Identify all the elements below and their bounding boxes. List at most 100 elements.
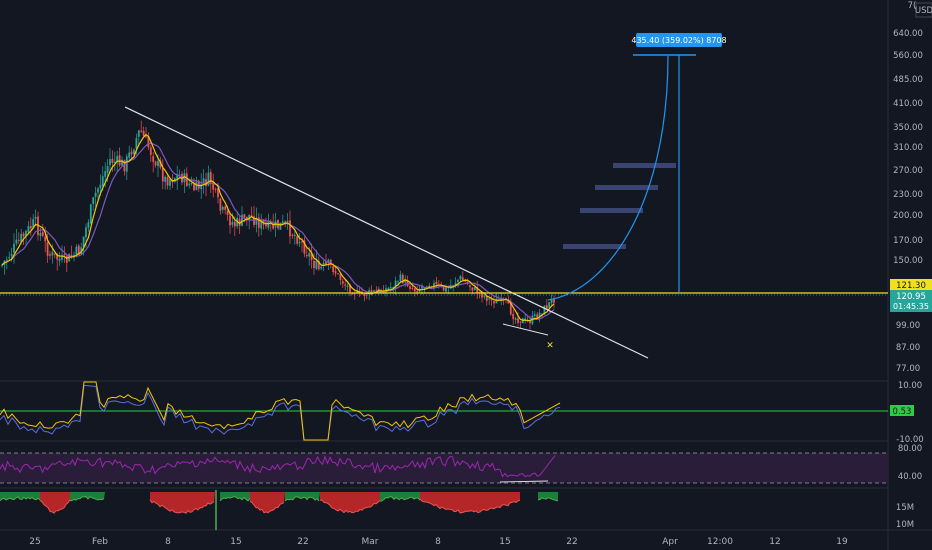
momentum-area-segment (250, 492, 285, 513)
candle-body (397, 281, 399, 283)
candle-body (337, 273, 339, 275)
candle-body (39, 233, 42, 236)
candle-body (313, 260, 315, 269)
candle-body (471, 287, 474, 291)
time-axis-label: 22 (297, 537, 308, 547)
time-axis-label: 22 (566, 537, 577, 547)
candle-body (473, 286, 476, 290)
candle-body (257, 217, 260, 228)
candle-body (109, 159, 111, 165)
candle-body (147, 136, 150, 148)
candle-body (553, 298, 555, 303)
price-axis-label: 200.00 (893, 211, 923, 221)
candle-body (25, 230, 27, 236)
time-axis-label: 15 (230, 537, 241, 547)
candle-body (111, 158, 114, 163)
candle-body (464, 280, 467, 282)
candle-body (17, 239, 20, 241)
momentum-line-segment (379, 496, 401, 502)
price-axis[interactable]: 640.00 560.00 485.00 410.00 350.00 310.00 270.… (893, 29, 923, 374)
vol-axis-lower: 10M (896, 520, 914, 530)
currency-box[interactable] (915, 2, 932, 18)
candle-body (322, 262, 325, 266)
momentum-area-segment (538, 492, 558, 501)
candle-body (416, 291, 419, 293)
candle-body (454, 282, 457, 286)
candle-body (536, 314, 539, 319)
candle-body (5, 259, 8, 261)
time-axis[interactable]: 25 Feb 8 15 22 Mar 8 15 22 Apr 12:00 12 19 (29, 537, 848, 547)
projection-box (613, 163, 676, 168)
candle-body (166, 177, 169, 186)
candle-body (375, 289, 378, 291)
candle-body (485, 296, 488, 301)
rsi-line (0, 455, 556, 478)
candle-body (469, 285, 471, 288)
candle-body (135, 138, 138, 149)
candle-body (217, 188, 219, 198)
momentum-area-segment (40, 492, 70, 514)
candle-body (524, 318, 527, 320)
candle-body (476, 286, 479, 294)
momentum-line-segment (69, 495, 105, 502)
candle-body (44, 236, 47, 242)
candle-body (73, 254, 75, 256)
candle-body (137, 130, 140, 137)
candle-body (61, 255, 63, 260)
support-trendline[interactable] (502, 323, 549, 336)
candle-body (15, 239, 18, 244)
candle-body (296, 236, 299, 244)
candle-body (77, 245, 80, 256)
price-axis-label: 310.00 (893, 143, 923, 153)
oscillator-signal-line (0, 384, 561, 441)
candle-body (310, 252, 313, 261)
candle-body (159, 160, 162, 168)
candle-body (517, 318, 519, 323)
descending-trendline[interactable] (124, 106, 649, 359)
candle-body (190, 182, 193, 184)
candle-body (161, 168, 164, 182)
candle-body (351, 293, 354, 295)
fast-moving-average-line (1, 133, 555, 322)
candle-body (200, 184, 203, 190)
candle-body (197, 180, 200, 189)
candle-body (224, 206, 227, 210)
price-axis-label: 270.00 (893, 166, 923, 176)
candle-body (214, 188, 217, 190)
candle-body (87, 222, 90, 228)
candle-body (363, 293, 366, 296)
candle-body (241, 214, 243, 226)
candle-body (293, 234, 296, 237)
momentum-line-segment (249, 500, 285, 514)
candle-body (65, 256, 68, 263)
candle-body (178, 174, 181, 176)
time-axis-label: Feb (92, 537, 108, 547)
candle-body (229, 215, 231, 226)
candle-body (75, 246, 78, 255)
candle-body (303, 240, 306, 254)
candle-body (445, 287, 447, 292)
candle-body (41, 232, 44, 236)
candle-body (238, 218, 241, 226)
candle-body (543, 305, 546, 315)
candle-body (346, 285, 349, 287)
candle-body (483, 295, 486, 297)
candle-body (349, 284, 351, 293)
candle-body (22, 233, 25, 237)
candle-body (104, 171, 107, 177)
candle-body (411, 287, 414, 289)
candle-body (550, 299, 553, 304)
candle-body (421, 286, 423, 289)
price-axis-label: 560.00 (893, 51, 923, 61)
osc-level-tag (890, 405, 914, 416)
candle-body (20, 233, 23, 242)
candle-body (298, 242, 301, 244)
candle-body (509, 302, 512, 315)
candle-body (116, 156, 119, 162)
candle-body (272, 223, 275, 229)
candle-body (125, 156, 128, 172)
candle-body (512, 313, 515, 319)
candle-body (233, 221, 236, 227)
candle-body (243, 214, 246, 218)
